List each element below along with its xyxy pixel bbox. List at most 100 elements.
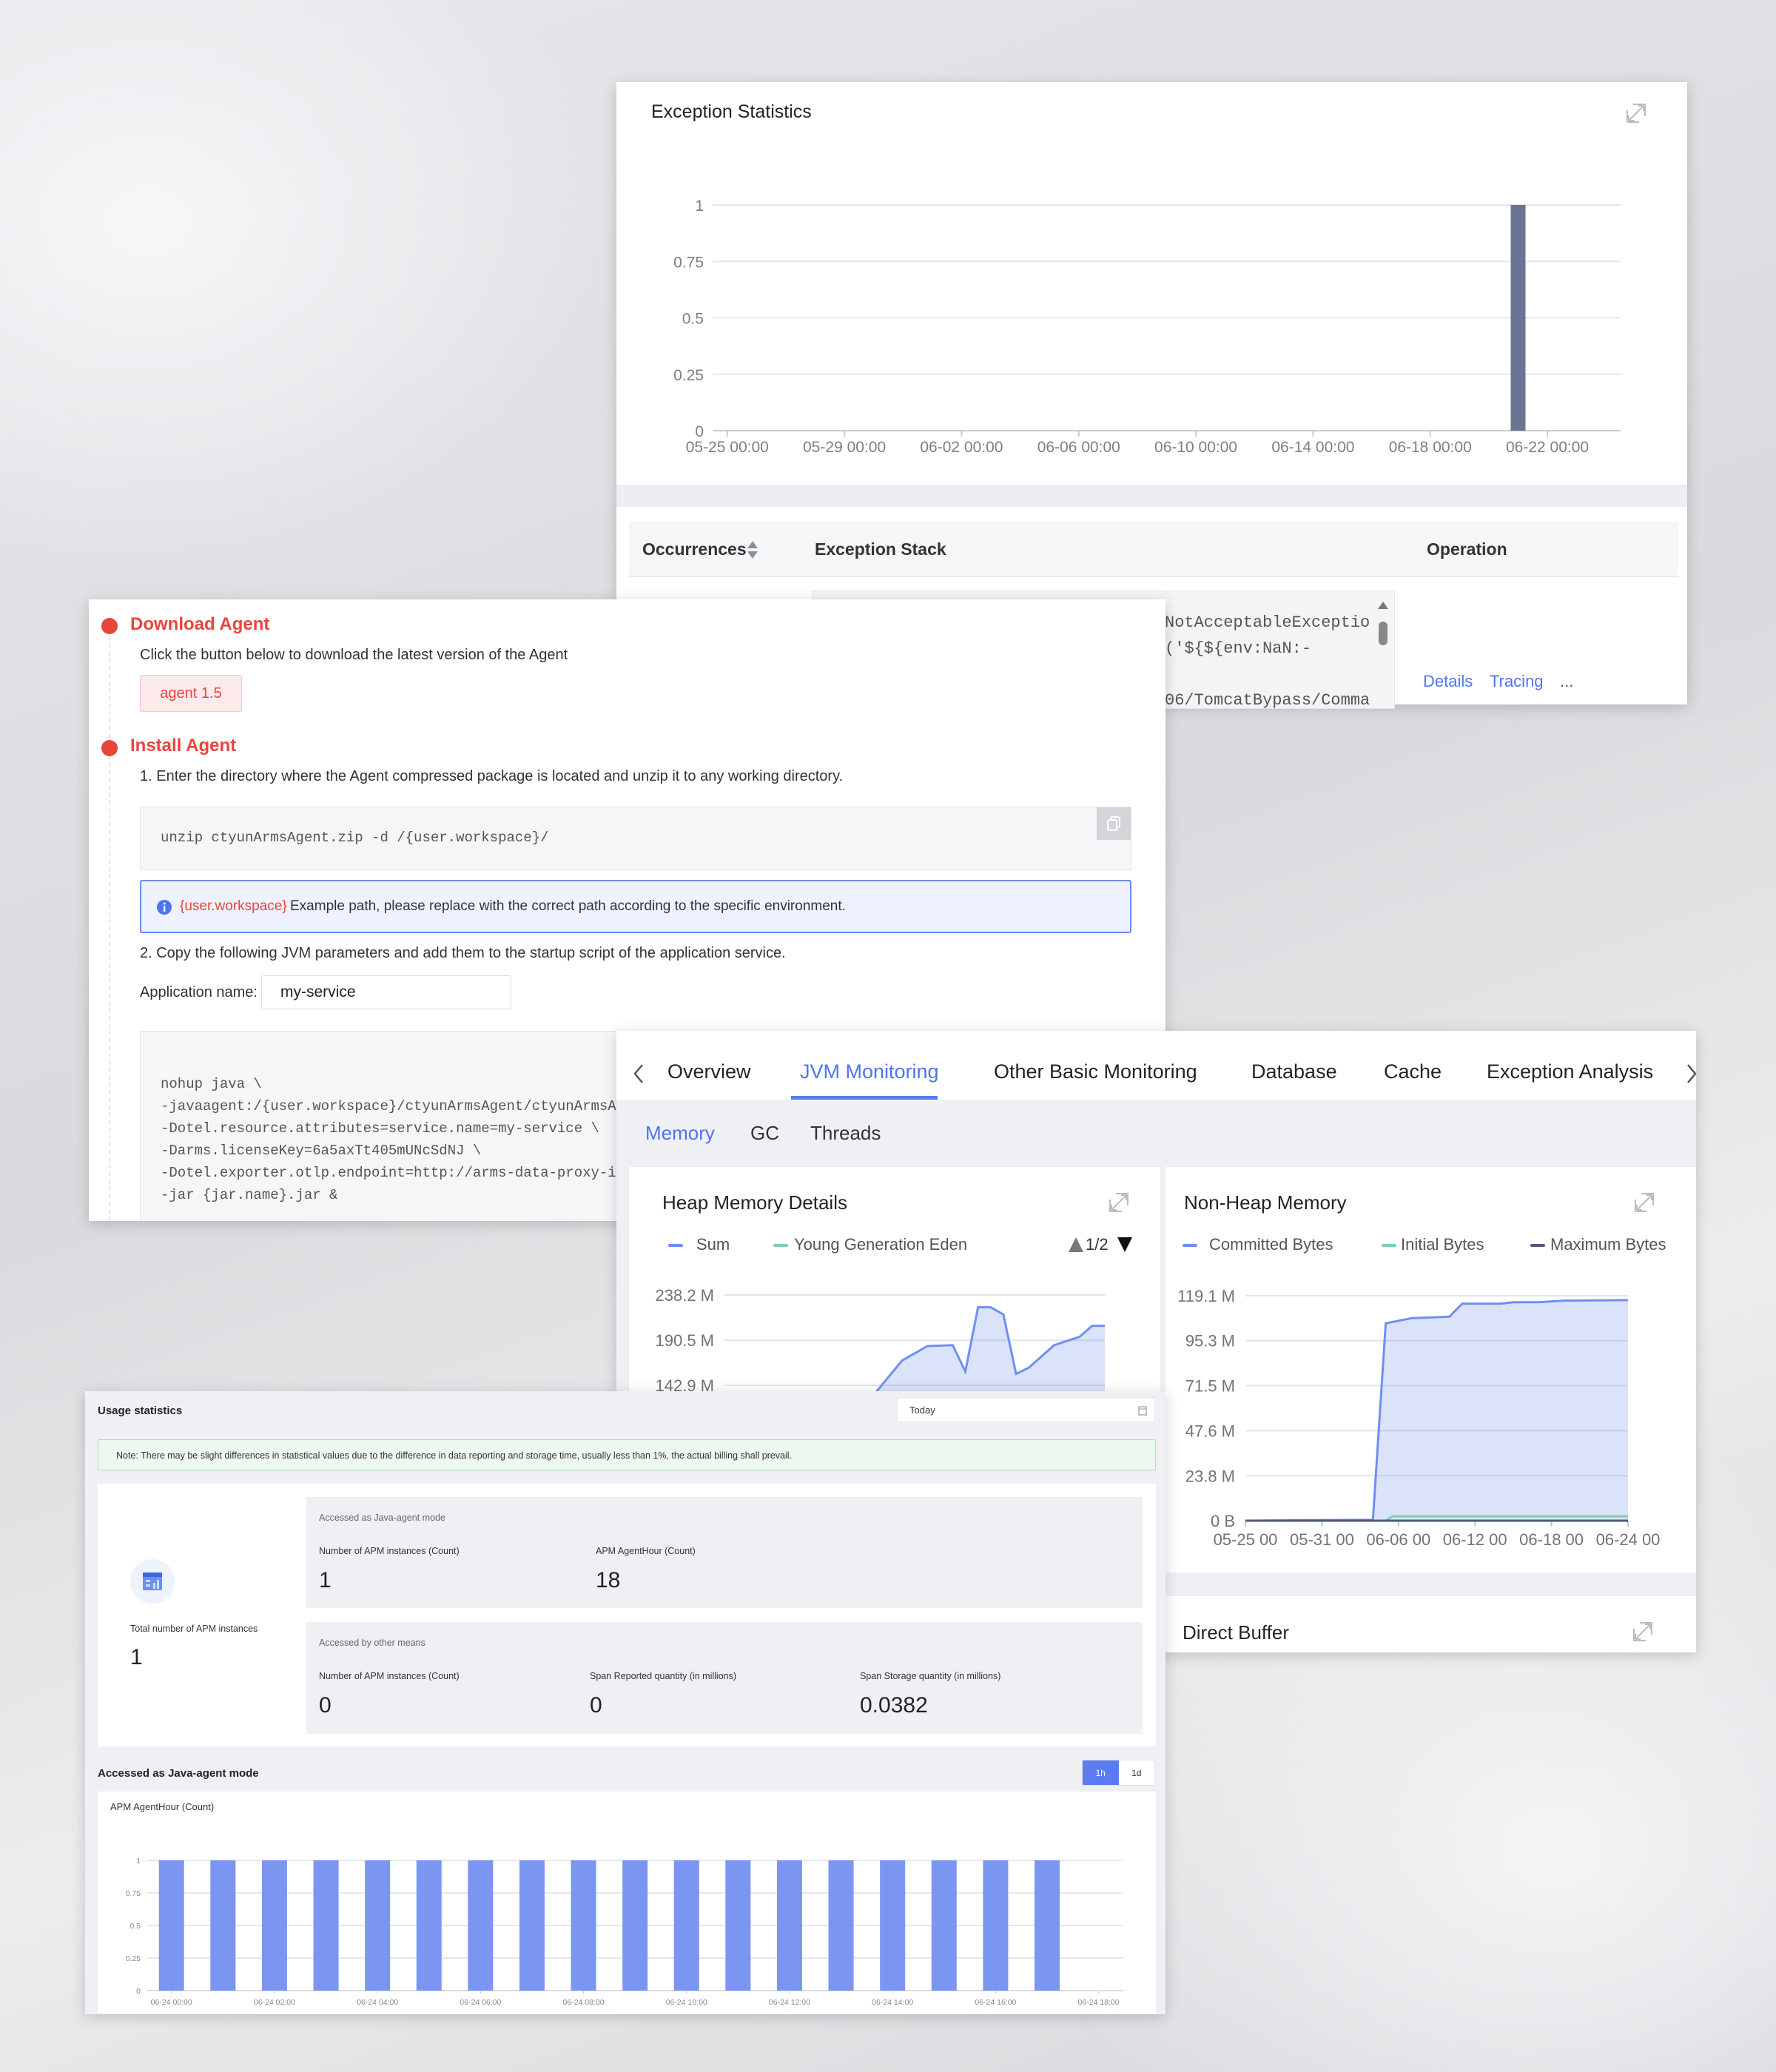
x-tick-label: 06-24 10:00 — [666, 1998, 707, 2007]
y-tick-label: 238.2 M — [656, 1286, 715, 1305]
chevron-right-icon[interactable] — [1686, 1063, 1696, 1084]
series-area-committed-bytes — [1245, 1299, 1628, 1521]
code-line: -Darms.licenseKey=6a5axTt405mUNcSdNJ \ — [161, 1143, 482, 1159]
y-tick-label: 23.8 M — [1185, 1467, 1235, 1485]
column-operation: Operation — [1427, 539, 1507, 559]
date-picker[interactable]: Today — [897, 1397, 1155, 1422]
java-agent-chart-section-title: Accessed as Java-agent mode — [98, 1767, 259, 1780]
legend-next-icon[interactable] — [1117, 1237, 1133, 1253]
tab-database[interactable]: Database — [1251, 1060, 1337, 1083]
step-1-text: 1. Enter the directory where the Agent c… — [140, 768, 844, 784]
y-tick-label: 47.6 M — [1185, 1422, 1235, 1441]
x-tick-label: 06-18 00 — [1519, 1530, 1584, 1549]
info-text: Example path, please replace with the co… — [290, 898, 846, 914]
stat-label: Span Reported quantity (in millions) — [590, 1671, 737, 1681]
y-tick-label: 0.5 — [682, 311, 704, 328]
download-agent-button-label: agent 1.5 — [160, 684, 222, 702]
y-tick-label: 1 — [695, 198, 704, 215]
stack-line: 06/TomcatBypass/Comma — [1165, 691, 1370, 709]
download-agent-title: Download Agent — [130, 614, 270, 634]
download-agent-button[interactable]: agent 1.5 — [140, 675, 242, 712]
agenthour-bar — [571, 1860, 596, 1991]
legend-sum[interactable]: Sum — [696, 1235, 730, 1254]
expand-icon[interactable] — [1624, 101, 1648, 125]
legend-marker-sum — [668, 1244, 683, 1247]
tab-exception-analysis[interactable]: Exception Analysis — [1487, 1060, 1654, 1083]
series-line-committed-bytes — [1245, 1299, 1629, 1522]
x-tick-label: 06-24 02:00 — [254, 1998, 295, 2007]
agenthour-bar — [519, 1860, 545, 1991]
details-link[interactable]: Details — [1423, 672, 1473, 690]
scrollbar-thumb[interactable] — [1379, 622, 1388, 645]
usage-summary-card: Total number of APM instances 1 Accessed… — [98, 1484, 1156, 1746]
y-tick-label: 0 — [136, 1987, 141, 1996]
chart-title: APM AgentHour (Count) — [110, 1801, 215, 1812]
legend-maximum-bytes[interactable]: Maximum Bytes — [1550, 1235, 1666, 1254]
tab-cache[interactable]: Cache — [1384, 1060, 1442, 1083]
other-means-stats-box: Accessed by other means Number of APM in… — [306, 1622, 1143, 1734]
direct-buffer-card: Direct Buffer — [1164, 1596, 1696, 1652]
column-occurrences[interactable]: Occurrences — [642, 539, 747, 559]
agenthour-bar — [983, 1860, 1009, 1991]
x-tick-label: 06-06 00:00 — [1037, 439, 1120, 456]
total-instances-label: Total number of APM instances — [130, 1624, 258, 1634]
scroll-up-icon[interactable] — [1376, 600, 1390, 610]
stat-value: 0 — [590, 1693, 602, 1718]
legend-young-generation-eden[interactable]: Young Generation Eden — [794, 1235, 968, 1254]
subtab-threads[interactable]: Threads — [810, 1122, 881, 1144]
x-tick-label: 05-31 00 — [1290, 1530, 1354, 1549]
legend-marker-committed — [1183, 1244, 1197, 1247]
legend-committed-bytes[interactable]: Committed Bytes — [1209, 1235, 1333, 1254]
x-tick-label: 06-22 00:00 — [1506, 439, 1589, 456]
y-tick-label: 0.25 — [126, 1954, 141, 1963]
expand-icon[interactable] — [1631, 1620, 1655, 1644]
copy-button[interactable] — [1097, 807, 1131, 840]
stat-label: Number of APM instances (Count) — [319, 1546, 460, 1556]
granularity-1h-label: 1h — [1095, 1767, 1106, 1778]
download-description: Click the button below to download the l… — [140, 647, 568, 663]
legend-pager: 1/2 — [1086, 1235, 1109, 1254]
tracing-link[interactable]: Tracing — [1490, 672, 1544, 690]
code-line: -Dotel.exporter.otlp.endpoint=http://arm… — [161, 1165, 667, 1181]
expand-icon[interactable] — [1632, 1191, 1656, 1214]
tab-bar: Overview JVM Monitoring Other Basic Moni… — [616, 1031, 1696, 1100]
app-name-input[interactable] — [261, 975, 511, 1009]
x-tick-label: 06-24 12:00 — [769, 1998, 810, 2007]
agenthour-bar — [931, 1860, 957, 1991]
expand-icon[interactable] — [1107, 1191, 1131, 1214]
chevron-left-icon[interactable] — [633, 1063, 645, 1084]
agenthour-bar — [776, 1860, 802, 1991]
x-tick-label: 06-18 00:00 — [1389, 439, 1472, 456]
stat-value: 1 — [319, 1568, 332, 1592]
y-tick-label: 1 — [136, 1857, 141, 1866]
y-tick-label: 0 — [695, 423, 704, 440]
info-variable: {user.workspace} — [180, 898, 287, 914]
subtab-memory[interactable]: Memory — [645, 1122, 715, 1144]
y-tick-label: 0 B — [1211, 1512, 1235, 1530]
code-line: -javaagent:/{user.workspace}/ctyunArmsAg… — [161, 1098, 676, 1114]
more-actions[interactable]: ... — [1560, 672, 1574, 690]
scrollbar[interactable] — [1376, 600, 1390, 704]
unzip-command: unzip ctyunArmsAgent.zip -d /{user.works… — [161, 830, 549, 846]
granularity-1d[interactable]: 1d — [1119, 1760, 1155, 1785]
tab-other-basic-monitoring[interactable]: Other Basic Monitoring — [994, 1060, 1197, 1083]
legend-initial-bytes[interactable]: Initial Bytes — [1401, 1235, 1484, 1254]
stat-label: Number of APM instances (Count) — [319, 1671, 460, 1681]
sort-icon[interactable] — [746, 539, 759, 560]
unzip-code-block: unzip ctyunArmsAgent.zip -d /{user.works… — [140, 807, 1131, 870]
x-tick-label: 05-29 00:00 — [803, 439, 886, 456]
agenthour-bar — [261, 1860, 287, 1991]
section-divider — [616, 485, 1687, 507]
x-tick-label: 06-06 00 — [1366, 1530, 1430, 1549]
subtab-gc[interactable]: GC — [750, 1122, 779, 1144]
info-icon — [157, 900, 172, 915]
legend-prev-icon[interactable] — [1068, 1237, 1084, 1253]
table-header: Occurrences Exception Stack Operation — [629, 522, 1678, 577]
tab-jvm-monitoring[interactable]: JVM Monitoring — [800, 1060, 939, 1083]
granularity-1h[interactable]: 1h — [1083, 1760, 1119, 1785]
x-tick-label: 05-25 00 — [1214, 1530, 1278, 1549]
tab-overview[interactable]: Overview — [667, 1060, 751, 1083]
billing-note: Note: There may be slight differences in… — [98, 1439, 1156, 1470]
y-tick-label: 95.3 M — [1185, 1332, 1235, 1350]
stat-label: APM AgentHour (Count) — [596, 1546, 696, 1556]
